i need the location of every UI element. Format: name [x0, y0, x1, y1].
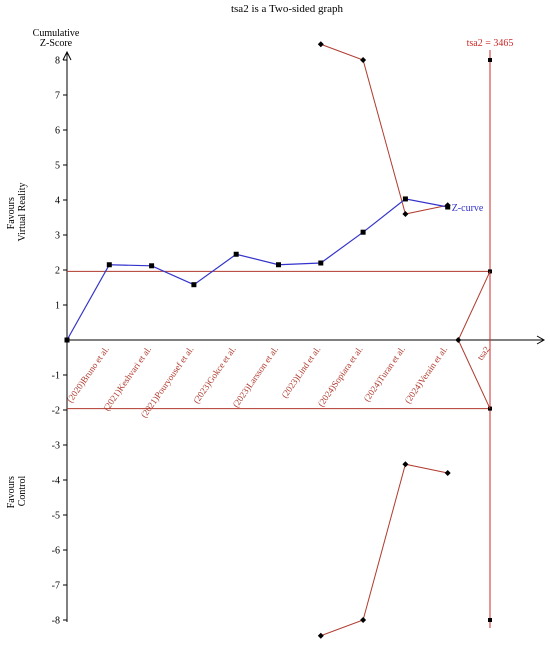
y-tick-label: 7: [55, 91, 60, 102]
y-tick-label: -3: [52, 441, 60, 452]
x-tick-label-end: tsa2: [475, 344, 492, 362]
y-tick-label: -2: [52, 406, 60, 417]
lower-boundary-point: [444, 470, 451, 476]
upper-boundary-point: [360, 57, 367, 63]
y-tick-label: 4: [55, 196, 60, 207]
chart-title: tsa2 is a Two-sided graph: [231, 3, 344, 15]
z-curve-point: [149, 263, 155, 269]
y-tick-label: 2: [55, 266, 60, 277]
y-tick-label: -6: [52, 546, 60, 557]
x-tick-label: (2020)Bruno et al.: [65, 344, 111, 404]
significance-lines: [67, 270, 490, 410]
x-tick-label: (2023)Larsson et al.: [231, 344, 281, 409]
y-tick-label: -7: [52, 581, 60, 592]
y-tick-label: 5: [55, 161, 60, 172]
favours-top-label: Favours Virtual Reality: [6, 182, 28, 241]
ris-marker: [488, 58, 492, 62]
futility-wedge-lower: [457, 339, 491, 409]
y-axis-arrow: [62, 50, 72, 61]
lower-boundary-point: [317, 632, 324, 639]
y-tick-label: 3: [55, 231, 60, 242]
z-curve-point: [318, 260, 324, 266]
favours-bottom-line1: Favours: [6, 476, 17, 508]
upper-boundary-point: [317, 41, 324, 48]
upper-boundary-line: [320, 43, 448, 215]
y-tick-label: 1: [55, 301, 60, 312]
y-tick-label: -8: [52, 616, 60, 627]
z-curve-point: [276, 262, 281, 268]
futility-wedge: [455, 271, 491, 409]
z-curve-point: [191, 282, 197, 288]
futility-wedge-upper: [457, 271, 491, 341]
y-tick-label: -5: [52, 511, 60, 522]
ris-label: tsa2 = 3465: [467, 38, 514, 49]
axes: [62, 50, 546, 622]
y-axis-title: Cumulative Z-Score: [33, 28, 80, 49]
y-ticks: -8 -7 -6 -5 -4 -3 -2 -1 1 2 3 4 5 6 7 8: [52, 56, 67, 627]
ris-marker: [488, 618, 492, 622]
z-curve-label: Z-curve: [452, 203, 484, 214]
y-tick-label: 6: [55, 126, 60, 137]
upper-boundary-point: [402, 211, 409, 217]
y-axis-title-line1: Cumulative: [33, 28, 80, 39]
x-axis-arrow: [536, 335, 546, 345]
favours-bottom-label: Favours Control: [6, 474, 28, 509]
x-tick-label: (2023)Gokce et al.: [191, 344, 238, 405]
z-curve-point: [233, 251, 239, 257]
z-curve-point: [106, 262, 112, 268]
favours-top-line2: Virtual Reality: [17, 182, 28, 241]
z-curve-point: [445, 204, 451, 210]
z-curve-series: Z-curve: [64, 196, 484, 343]
y-tick-label: 8: [55, 56, 60, 67]
lower-boundary-point: [402, 461, 409, 468]
z-curve-line: [66, 198, 448, 341]
z-curve-point: [360, 229, 366, 235]
z-curve-point: [402, 196, 408, 202]
lower-boundary-point: [360, 617, 367, 623]
x-tick-label: (2024)Turan et al.: [362, 344, 407, 403]
x-tick-label: (2024)Verain et al.: [403, 344, 450, 405]
x-tick-label: (2021)Keshvari et al.: [101, 344, 153, 412]
y-tick-label: -4: [52, 476, 60, 487]
y-tick-label: -1: [52, 371, 60, 382]
lower-boundary-line: [320, 463, 448, 637]
futility-wedge-apex: [455, 337, 462, 343]
z-curve-point: [64, 337, 70, 343]
x-tick-label: (2023)Lind et al.: [279, 344, 322, 399]
favours-top-line1: Favours: [6, 197, 17, 229]
y-axis-title-line2: Z-Score: [40, 38, 73, 49]
ris-group: tsa2 = 3465: [467, 38, 514, 628]
favours-bottom-line2: Control: [17, 476, 28, 507]
x-tick-label: (2024)Sopiara et al.: [316, 344, 365, 408]
